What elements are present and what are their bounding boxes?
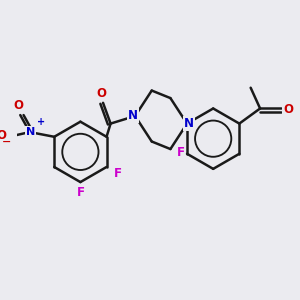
Text: O: O [14, 99, 23, 112]
Text: O: O [96, 87, 106, 100]
Text: O: O [284, 103, 293, 116]
Text: +: + [37, 116, 45, 127]
Text: F: F [77, 186, 85, 199]
Text: F: F [176, 146, 184, 159]
Text: −: − [2, 137, 11, 147]
Text: F: F [114, 167, 122, 180]
Text: N: N [26, 127, 35, 137]
Text: N: N [184, 117, 194, 130]
Text: N: N [128, 109, 138, 122]
Text: O: O [0, 129, 6, 142]
